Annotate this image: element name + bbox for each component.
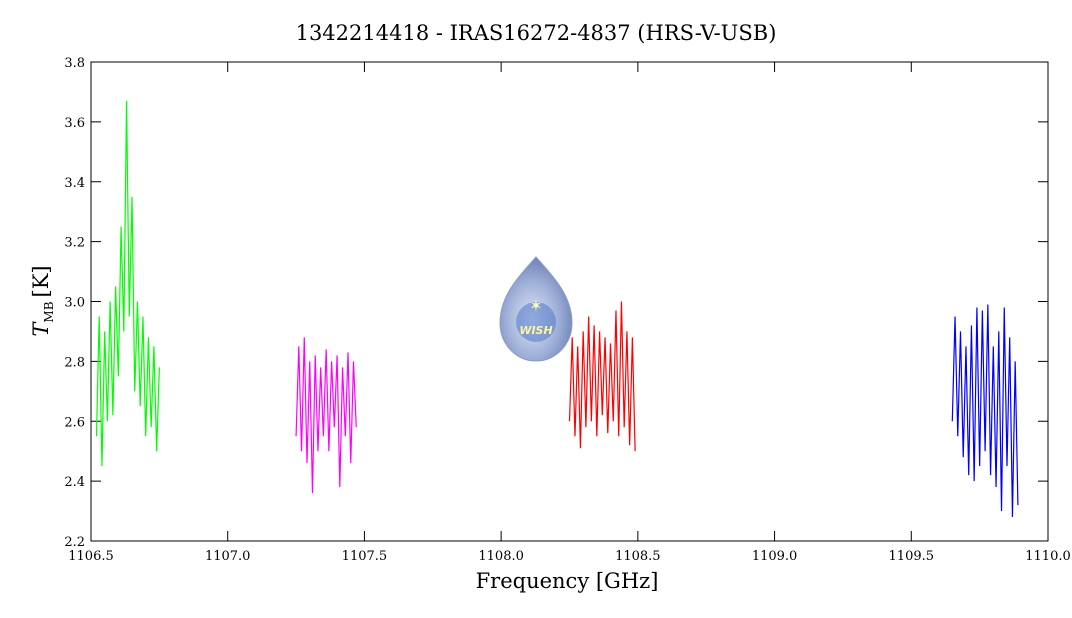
logo-globe: [516, 302, 556, 342]
x-tick-label: 1107.5: [342, 549, 388, 564]
chart-title: 1342214418 - IRAS16272-4837 (HRS-V-USB): [296, 21, 777, 45]
y-tick-label: 3.4: [64, 176, 85, 191]
y-axis-label: TMB [K]: [29, 265, 56, 336]
y-label-subscript: MB: [42, 301, 56, 322]
y-tick-label: 2.8: [64, 355, 85, 370]
y-tick-label: 2.2: [64, 535, 85, 550]
spectrum-line: [568, 301, 636, 452]
x-tick-label: 1109.0: [752, 549, 798, 564]
y-tick-label: 2.6: [64, 415, 85, 430]
spectrum-line: [951, 304, 1019, 518]
y-tick-label: 3.2: [64, 236, 85, 251]
logo-star: ✶: [529, 296, 542, 315]
x-tick-label: 1106.5: [68, 549, 114, 564]
y-tick-label: 2.4: [64, 475, 85, 490]
y-label-symbol: T: [29, 321, 53, 337]
x-tick-label: 1109.5: [889, 549, 935, 564]
logo-text: WISH: [519, 324, 552, 337]
x-tick-label: 1110.0: [1025, 549, 1071, 564]
y-tick-label: 3.6: [64, 116, 85, 131]
x-axis-label: Frequency [GHz]: [476, 569, 659, 593]
spectrum-line: [95, 100, 160, 467]
y-tick-label: 3.8: [64, 56, 85, 71]
y-tick-label: 3.0: [64, 296, 85, 311]
x-tick-label: 1108.0: [478, 549, 524, 564]
y-axis-label-text: TMB [K]: [29, 265, 56, 336]
x-tick-label: 1107.0: [205, 549, 251, 564]
y-label-unit: [K]: [29, 265, 53, 297]
x-tick-label: 1108.5: [615, 549, 661, 564]
logo: ✶ WISH: [499, 256, 573, 362]
spectrum-line: [295, 337, 357, 494]
